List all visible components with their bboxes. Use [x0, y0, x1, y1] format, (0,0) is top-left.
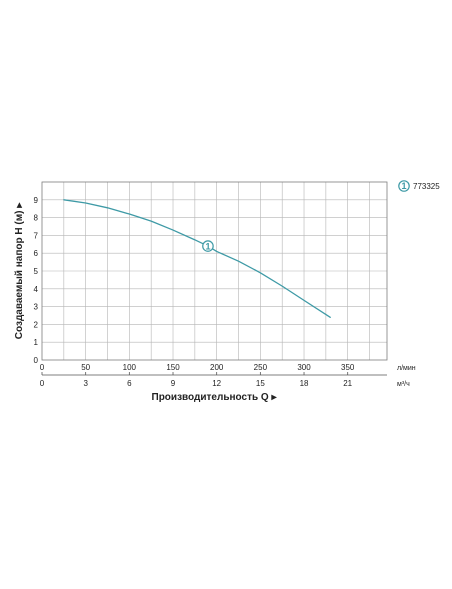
x-tick-label-m3h: 12 — [212, 379, 221, 388]
x-tick-label-lmin: 200 — [210, 363, 224, 372]
x-unit-lmin: л/мин — [397, 365, 416, 372]
x-tick-label-lmin: 350 — [341, 363, 355, 372]
legend-marker-number: 1 — [401, 181, 406, 191]
x-tick-label-m3h: 6 — [127, 379, 132, 388]
x-tick-label-lmin: 150 — [166, 363, 180, 372]
y-tick-label: 6 — [34, 249, 39, 258]
x-tick-label-m3h: 18 — [300, 379, 309, 388]
y-tick-label: 2 — [34, 320, 39, 329]
y-tick-label: 5 — [34, 267, 39, 276]
series-marker-number: 1 — [205, 241, 210, 251]
x-tick-label-lmin: 50 — [81, 363, 90, 372]
legend-marker-circle — [398, 180, 410, 192]
x-tick-label-lmin: 300 — [297, 363, 311, 372]
legend-entry-label: 773325 — [413, 182, 440, 191]
y-tick-label: 7 — [34, 231, 39, 240]
y-tick-label: 8 — [34, 214, 39, 223]
x-unit-m3h: м³/ч — [397, 381, 410, 388]
series-marker-circle — [202, 240, 214, 252]
x-tick-label-m3h: 0 — [40, 379, 45, 388]
y-tick-label: 0 — [34, 356, 39, 365]
x-tick-label-lmin: 250 — [254, 363, 268, 372]
y-axis-title: Создаваемый напор H (м) ▸ — [14, 202, 25, 339]
y-tick-label: 1 — [34, 338, 39, 347]
y-tick-label: 4 — [34, 285, 39, 294]
y-tick-label: 9 — [34, 196, 39, 205]
x-tick-label-m3h: 15 — [256, 379, 265, 388]
x-tick-label-lmin: 100 — [123, 363, 137, 372]
series-line — [63, 199, 331, 318]
y-tick-label: 3 — [34, 303, 39, 312]
x-axis-title: Производительность Q ▸ — [152, 392, 278, 403]
plot-frame — [41, 181, 388, 361]
x-tick-label-lmin: 0 — [40, 363, 45, 372]
x-tick-label-m3h: 21 — [343, 379, 352, 388]
x-tick-label-m3h: 3 — [83, 379, 88, 388]
x-tick-label-m3h: 9 — [171, 379, 176, 388]
